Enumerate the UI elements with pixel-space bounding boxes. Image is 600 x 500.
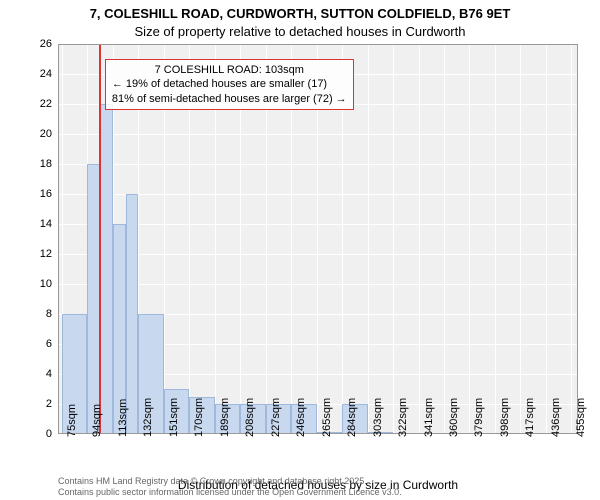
y-tick-label: 10 bbox=[40, 278, 52, 290]
y-tick-label: 18 bbox=[40, 158, 52, 170]
x-tick-label: 398sqm bbox=[499, 398, 511, 437]
plot-area: 7 COLESHILL ROAD: 103sqm← 19% of detache… bbox=[58, 44, 578, 434]
annotation-line: ← 19% of detached houses are smaller (17… bbox=[112, 77, 347, 91]
x-tick-label: 208sqm bbox=[244, 398, 256, 437]
gridline-v bbox=[368, 44, 369, 434]
gridline-v bbox=[546, 44, 547, 434]
annotation-line: 81% of semi-detached houses are larger (… bbox=[112, 92, 347, 106]
gridline-v bbox=[495, 44, 496, 434]
annotation-box: 7 COLESHILL ROAD: 103sqm← 19% of detache… bbox=[105, 59, 354, 110]
axis-border bbox=[577, 44, 578, 434]
gridline-h bbox=[58, 134, 578, 135]
y-tick-label: 14 bbox=[40, 218, 52, 230]
gridline-v bbox=[469, 44, 470, 434]
x-tick-label: 94sqm bbox=[91, 404, 103, 437]
x-tick-label: 455sqm bbox=[575, 398, 587, 437]
y-tick-label: 24 bbox=[40, 68, 52, 80]
x-tick-label: 265sqm bbox=[321, 398, 333, 437]
gridline-h bbox=[58, 164, 578, 165]
y-tick-label: 16 bbox=[40, 188, 52, 200]
footer-attribution: Contains HM Land Registry data © Crown c… bbox=[58, 476, 402, 498]
gridline-v bbox=[571, 44, 572, 434]
x-tick-label: 436sqm bbox=[550, 398, 562, 437]
x-tick-label: 284sqm bbox=[346, 398, 358, 437]
y-tick-label: 0 bbox=[46, 428, 52, 440]
footer-line-1: Contains HM Land Registry data © Crown c… bbox=[58, 476, 402, 487]
y-axis: Number of detached properties 0246810121… bbox=[0, 44, 58, 434]
y-tick-label: 12 bbox=[40, 248, 52, 260]
x-tick-label: 417sqm bbox=[524, 398, 536, 437]
x-tick-label: 360sqm bbox=[448, 398, 460, 437]
footer-line-2: Contains public sector information licen… bbox=[58, 487, 402, 498]
chart-container: 7, COLESHILL ROAD, CURDWORTH, SUTTON COL… bbox=[0, 0, 600, 500]
gridline-v bbox=[520, 44, 521, 434]
x-tick-label: 227sqm bbox=[270, 398, 282, 437]
x-tick-label: 132sqm bbox=[142, 398, 154, 437]
x-tick-label: 113sqm bbox=[117, 399, 129, 437]
x-tick-label: 341sqm bbox=[423, 398, 435, 437]
x-tick-label: 75sqm bbox=[66, 404, 78, 437]
gridline-v bbox=[393, 44, 394, 434]
x-tick-label: 303sqm bbox=[372, 398, 384, 437]
histogram-bar bbox=[100, 104, 113, 434]
y-tick-label: 2 bbox=[46, 398, 52, 410]
axis-border bbox=[58, 44, 59, 434]
x-tick-label: 246sqm bbox=[295, 398, 307, 437]
annotation-line: 7 COLESHILL ROAD: 103sqm bbox=[112, 63, 347, 77]
y-tick-label: 6 bbox=[46, 338, 52, 350]
y-tick-label: 20 bbox=[40, 128, 52, 140]
x-tick-label: 151sqm bbox=[168, 398, 180, 437]
x-tick-label: 322sqm bbox=[397, 398, 409, 437]
x-tick-label: 189sqm bbox=[219, 398, 231, 437]
x-tick-label: 170sqm bbox=[193, 398, 205, 437]
chart-subtitle: Size of property relative to detached ho… bbox=[0, 24, 600, 39]
y-tick-label: 22 bbox=[40, 98, 52, 110]
axis-border bbox=[58, 44, 578, 45]
y-tick-label: 4 bbox=[46, 368, 52, 380]
x-tick-label: 379sqm bbox=[473, 398, 485, 437]
y-tick-label: 26 bbox=[40, 38, 52, 50]
gridline-v bbox=[444, 44, 445, 434]
y-tick-label: 8 bbox=[46, 308, 52, 320]
gridline-v bbox=[419, 44, 420, 434]
marker-line bbox=[99, 44, 101, 434]
chart-title: 7, COLESHILL ROAD, CURDWORTH, SUTTON COL… bbox=[0, 6, 600, 21]
